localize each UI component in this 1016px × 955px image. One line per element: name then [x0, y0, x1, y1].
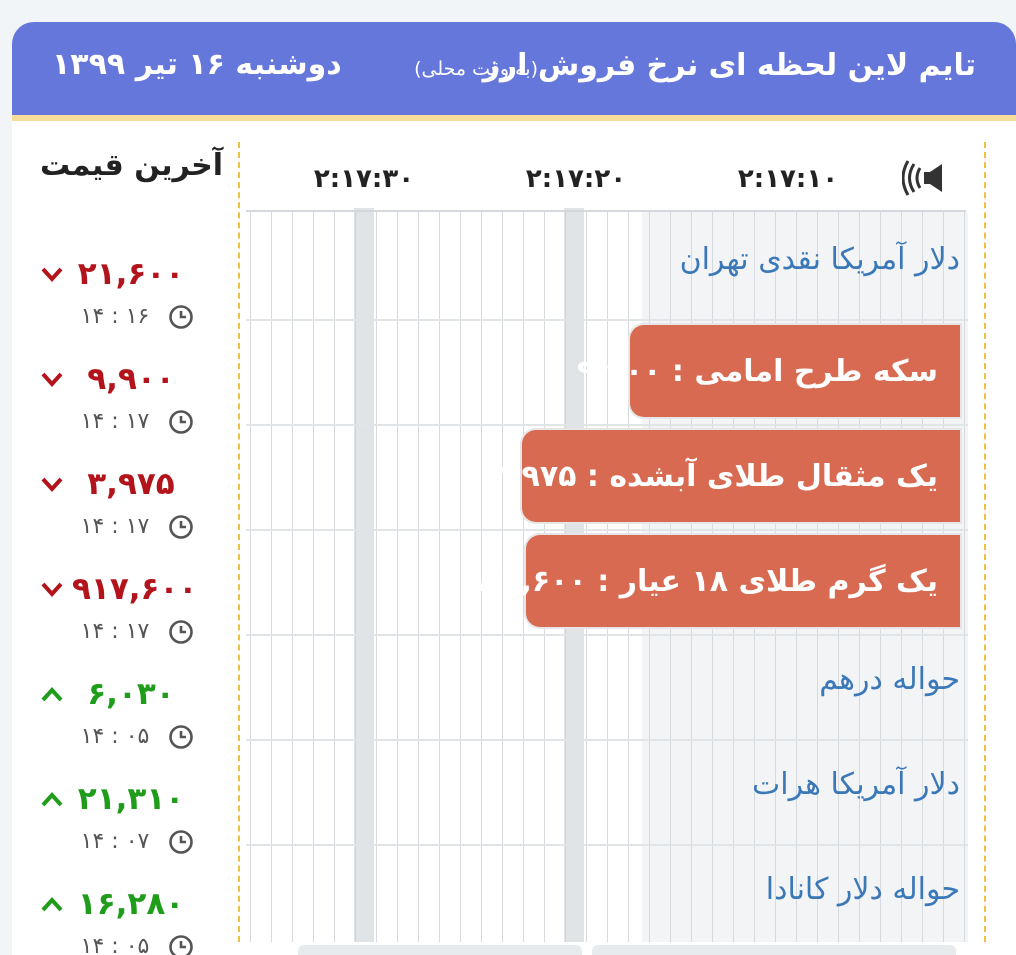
clock-icon	[169, 935, 193, 955]
speaker-icon[interactable]	[902, 158, 962, 198]
arrow-up-icon	[41, 792, 63, 807]
row-divider	[246, 739, 968, 741]
price-value: ۱۶,۲۸۰	[77, 886, 185, 922]
price-time: ۱۴ : ۱۷	[80, 514, 150, 539]
header-strip	[12, 115, 1016, 121]
header-bar: تایم لاین لحظه ای نرخ فروش ارز (به وقت م…	[12, 22, 1016, 115]
price-row: ۳,۹۷۵ ۱۴ : ۱۷	[12, 462, 238, 567]
row-divider	[246, 844, 968, 846]
clock-icon	[169, 830, 193, 854]
row-divider	[246, 424, 968, 426]
arrow-up-icon	[41, 687, 63, 702]
price-value: ۹,۹۰۰	[87, 361, 175, 397]
clock-icon	[169, 515, 193, 539]
row-label[interactable]: دلار آمریکا نقدی تهران	[679, 242, 960, 277]
price-time: ۱۴ : ۱۷	[80, 409, 150, 434]
row-divider	[246, 634, 968, 636]
price-row: ۲۱,۳۱۰ ۱۴ : ۰۷	[12, 777, 238, 882]
timeline-card: تایم لاین لحظه ای نرخ فروش ارز (به وقت م…	[12, 22, 1016, 955]
major-tick	[354, 208, 374, 942]
price-row: ۲۱,۶۰۰ ۱۴ : ۱۶	[12, 252, 238, 357]
price-row: ۹,۹۰۰ ۱۴ : ۱۷	[12, 357, 238, 462]
arrow-down-icon	[41, 267, 63, 282]
clock-icon	[169, 305, 193, 329]
event-bar[interactable]: یک گرم طلای ۱۸ عیار : ۹۱۷,۶۰۰	[466, 535, 960, 627]
arrow-down-icon	[41, 582, 63, 597]
price-value: ۲۱,۳۱۰	[77, 781, 185, 817]
last-price-header: آخرین قیمت	[40, 148, 224, 183]
row-label[interactable]: حواله دلار کانادا	[765, 872, 960, 907]
arrow-up-icon	[41, 897, 63, 912]
row-label[interactable]: دلار آمریکا هرات	[752, 767, 960, 802]
price-value: ۳,۹۷۵	[87, 466, 175, 502]
price-value: ۲۱,۶۰۰	[77, 256, 185, 292]
timeline-border-right	[984, 142, 986, 942]
price-time: ۱۴ : ۱۶	[80, 304, 150, 329]
time-label: ۲:۱۷:۳۰	[313, 164, 415, 194]
timeline-border-left	[238, 142, 240, 942]
price-time: ۱۴ : ۱۷	[80, 619, 150, 644]
price-row: ۱۶,۲۸۰ ۱۴ : ۰۵	[12, 882, 238, 955]
price-row: ۹۱۷,۶۰۰ ۱۴ : ۱۷	[12, 567, 238, 672]
price-value: ۶,۰۳۰	[87, 676, 175, 712]
bottom-tab-right[interactable]	[592, 945, 956, 955]
arrow-down-icon	[41, 372, 63, 387]
header-date: دوشنبه ۱۶ تیر ۱۳۹۹	[52, 47, 342, 82]
clock-icon	[169, 725, 193, 749]
bottom-tab-left[interactable]	[298, 945, 582, 955]
arrow-down-icon	[41, 477, 63, 492]
page-title: تایم لاین لحظه ای نرخ فروش ارز	[482, 48, 976, 83]
timeline-axis	[246, 210, 966, 212]
price-value: ۹۱۷,۶۰۰	[72, 571, 198, 607]
time-label: ۲:۱۷:۲۰	[525, 164, 627, 194]
event-bar[interactable]: یک مثقال طلای آبشده : ۳,۹۷۵	[492, 430, 960, 522]
time-label: ۲:۱۷:۱۰	[737, 164, 839, 194]
row-divider	[246, 529, 968, 531]
price-time: ۱۴ : ۰۵	[80, 934, 150, 955]
timeline: ۲:۱۷:۳۰ ۲:۱۷:۲۰ ۲:۱۷:۱۰ دلار آمریکا نقدی…	[238, 142, 988, 955]
price-time: ۱۴ : ۰۷	[80, 829, 150, 854]
event-bar[interactable]: سکه طرح امامی : ۹,۹۰۰	[577, 325, 960, 417]
price-row: ۶,۰۳۰ ۱۴ : ۰۵	[12, 672, 238, 777]
price-time: ۱۴ : ۰۵	[80, 724, 150, 749]
clock-icon	[169, 410, 193, 434]
page-subtitle: (به وقت محلی)	[414, 58, 538, 80]
clock-icon	[169, 620, 193, 644]
row-divider	[246, 319, 968, 321]
row-label[interactable]: حواله درهم	[819, 662, 960, 697]
